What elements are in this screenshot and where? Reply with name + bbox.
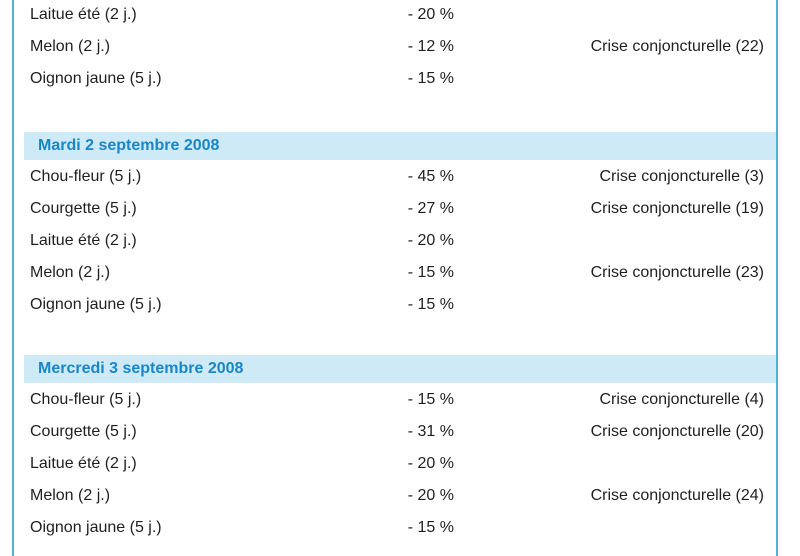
product-name: Chou-fleur (5 j.)	[30, 168, 142, 185]
product-name: Melon (2 j.)	[30, 38, 111, 55]
price-change: - 15 %	[407, 264, 454, 281]
price-change: - 12 %	[407, 38, 454, 55]
table-row: Chou-fleur (5 j.) - 45 % Crise conjonctu…	[24, 164, 778, 194]
table-row: Melon (2 j.) - 12 % Crise conjoncturelle…	[24, 34, 778, 64]
table-row: Laitue été (2 j.) - 20 %	[24, 451, 778, 481]
price-change: - 20 %	[407, 232, 454, 249]
date-header: Mercredi 3 septembre 2008	[24, 355, 776, 383]
product-name: Oignon jaune (5 j.)	[30, 519, 162, 536]
product-name: Oignon jaune (5 j.)	[30, 296, 162, 313]
price-change: - 20 %	[407, 455, 454, 472]
table-row: Melon (2 j.) - 15 % Crise conjoncturelle…	[24, 260, 778, 290]
product-name: Oignon jaune (5 j.)	[30, 70, 162, 87]
table-row: Melon (2 j.) - 20 % Crise conjoncturelle…	[24, 483, 778, 513]
crisis-status: Crise conjoncturelle (20)	[590, 423, 764, 440]
table-row: Oignon jaune (5 j.) - 15 %	[24, 292, 778, 322]
price-change: - 15 %	[407, 519, 454, 536]
price-change: - 20 %	[407, 487, 454, 504]
table-row: Laitue été (2 j.) - 20 %	[24, 2, 778, 32]
date-header: Mardi 2 septembre 2008	[24, 132, 776, 160]
product-name: Melon (2 j.)	[30, 264, 111, 281]
product-name: Courgette (5 j.)	[30, 200, 137, 217]
product-name: Melon (2 j.)	[30, 487, 111, 504]
product-name: Laitue été (2 j.)	[30, 6, 137, 23]
crisis-status: Crise conjoncturelle (4)	[599, 391, 764, 408]
table-row: Chou-fleur (5 j.) - 15 % Crise conjonctu…	[24, 387, 778, 417]
crisis-status: Crise conjoncturelle (3)	[599, 168, 764, 185]
table-row: Courgette (5 j.) - 31 % Crise conjonctur…	[24, 419, 778, 449]
crisis-status: Crise conjoncturelle (22)	[590, 38, 764, 55]
price-change: - 15 %	[407, 296, 454, 313]
product-name: Laitue été (2 j.)	[30, 455, 137, 472]
crisis-status: Crise conjoncturelle (24)	[590, 487, 764, 504]
date-title: Mardi 2 septembre 2008	[38, 137, 220, 154]
table-frame	[12, 0, 778, 556]
table-row: Oignon jaune (5 j.) - 15 %	[24, 515, 778, 545]
table-row: Courgette (5 j.) - 27 % Crise conjonctur…	[24, 196, 778, 226]
product-name: Chou-fleur (5 j.)	[30, 391, 142, 408]
price-change: - 20 %	[407, 6, 454, 23]
price-change: - 45 %	[407, 168, 454, 185]
table-row: Laitue été (2 j.) - 20 %	[24, 228, 778, 258]
product-name: Courgette (5 j.)	[30, 423, 137, 440]
table-row: Oignon jaune (5 j.) - 15 %	[24, 66, 778, 96]
price-change: - 27 %	[407, 200, 454, 217]
crisis-status: Crise conjoncturelle (19)	[590, 200, 764, 217]
price-change: - 15 %	[407, 391, 454, 408]
price-change: - 15 %	[407, 70, 454, 87]
product-name: Laitue été (2 j.)	[30, 232, 137, 249]
date-title: Mercredi 3 septembre 2008	[38, 360, 244, 377]
price-change: - 31 %	[407, 423, 454, 440]
crisis-status: Crise conjoncturelle (23)	[590, 264, 764, 281]
